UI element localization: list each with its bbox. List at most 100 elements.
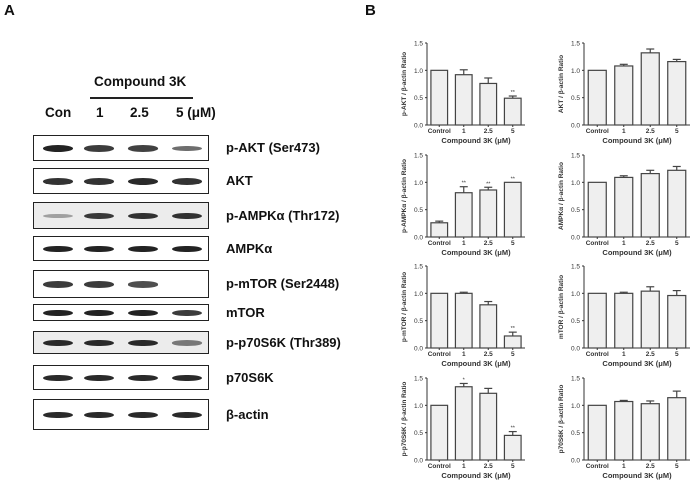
y-tick-label: 1.5 <box>571 376 580 383</box>
x-tick-label: 2.5 <box>646 240 655 247</box>
bar <box>479 189 498 238</box>
blot-p-ampk <box>33 202 209 229</box>
y-tick-label: 0.0 <box>414 346 423 353</box>
x-tick-label: Control <box>586 128 609 135</box>
y-axis-label: AKT / β-actin Ratio <box>558 55 565 113</box>
band <box>172 309 202 317</box>
y-tick-label: 0.5 <box>571 430 580 437</box>
bar <box>454 74 473 126</box>
band <box>128 281 158 288</box>
y-tick-label: 1.5 <box>414 376 423 383</box>
y-tick-label: 1.0 <box>571 180 580 187</box>
y-tick-label: 1.5 <box>414 153 423 160</box>
x-tick-label: Control <box>428 128 451 135</box>
blot-beta-actin <box>33 399 209 430</box>
band <box>84 178 114 185</box>
x-tick-label: 5 <box>511 463 515 470</box>
x-tick-label: Control <box>428 351 451 358</box>
band <box>128 178 158 185</box>
blot-p70s6k <box>33 365 209 390</box>
x-tick-label: 1 <box>622 240 626 247</box>
bar <box>614 65 634 126</box>
band <box>172 212 202 220</box>
band <box>128 374 158 382</box>
x-tick-label: 2.5 <box>484 128 493 135</box>
x-axis-label: Compound 3K (μM) <box>441 359 511 368</box>
bar <box>667 294 687 349</box>
x-tick-label: 1 <box>622 463 626 470</box>
bar <box>667 60 687 126</box>
band <box>172 411 202 419</box>
x-tick-label: 2.5 <box>484 351 493 358</box>
bar <box>640 52 660 126</box>
x-tick-label: 5 <box>675 351 679 358</box>
y-tick-label: 1.0 <box>414 68 423 75</box>
x-axis-label: Compound 3K (μM) <box>602 359 672 368</box>
blot-label-p-mtor: p-mTOR (Ser2448) <box>226 276 340 291</box>
y-tick-label: 0.0 <box>571 458 580 465</box>
x-tick-label: 5 <box>675 128 679 135</box>
y-axis-label: p70S6K / β-actin Ratio <box>558 385 565 454</box>
band <box>43 145 73 152</box>
bar <box>430 222 449 238</box>
x-tick-label: 5 <box>675 240 679 247</box>
bar-chart-ampk: 0.0 0.5 1.0 1.5 Control 1 2.5 5 Compound 3K (μM)… <box>540 148 698 260</box>
bar <box>503 181 522 238</box>
bar <box>479 392 498 461</box>
blot-label-p-ampk: p-AMPKα (Thr172) <box>226 207 340 223</box>
significance-marker: ** <box>511 176 516 182</box>
lane-label-2-5: 2.5 <box>130 105 149 120</box>
x-tick-label: 5 <box>511 128 515 135</box>
significance-marker: ** <box>511 426 516 432</box>
x-tick-label: Control <box>428 463 451 470</box>
blot-label-beta-actin: β-actin <box>226 406 269 422</box>
y-axis-label: p-p70S6K / β-actin Ratio <box>401 382 408 457</box>
y-axis-label: p-AKT / β-actin Ratio <box>401 52 408 116</box>
blot-label-p-akt: p-AKT (Ser473) <box>226 140 320 155</box>
y-axis-label: mTOR / β-actin Ratio <box>558 275 565 339</box>
band <box>43 213 73 219</box>
bar <box>503 97 522 126</box>
band <box>128 411 158 419</box>
band <box>84 281 114 288</box>
bar-chart-p-ampk: 0.0 0.5 1.0 1.5 Control ** 1 ** 2.5 ** 5 Compound 3… <box>383 148 541 260</box>
x-tick-label: Control <box>428 240 451 247</box>
band <box>128 309 158 317</box>
bar <box>430 69 449 126</box>
bar <box>454 292 473 349</box>
bar <box>587 69 607 126</box>
y-tick-label: 0.5 <box>571 318 580 325</box>
y-tick-label: 0.0 <box>414 123 423 130</box>
lane-label-5: 5 (μM) <box>176 105 216 120</box>
x-tick-label: 2.5 <box>646 351 655 358</box>
y-tick-label: 1.0 <box>414 291 423 298</box>
blot-p-p70s6k <box>33 331 209 354</box>
blot-label-p70s6k: p70S6K <box>226 369 274 385</box>
band <box>128 145 158 152</box>
blot-label-p-p70s6k: p-p70S6K (Thr389) <box>226 334 341 350</box>
x-tick-label: 5 <box>511 240 515 247</box>
bar <box>667 397 687 461</box>
y-tick-label: 0.0 <box>414 458 423 465</box>
bar <box>430 292 449 349</box>
y-tick-label: 1.5 <box>571 41 580 48</box>
x-tick-label: Control <box>586 351 609 358</box>
x-tick-label: Control <box>586 463 609 470</box>
x-axis-label: Compound 3K (μM) <box>602 471 672 480</box>
band <box>172 374 202 382</box>
treatment-bracket-line <box>90 97 193 99</box>
y-tick-label: 0.0 <box>571 123 580 130</box>
band <box>172 245 202 253</box>
bar <box>587 404 607 461</box>
blot-ampk <box>33 236 209 261</box>
significance-marker: ** <box>486 181 491 187</box>
y-tick-label: 0.5 <box>414 318 423 325</box>
y-tick-label: 1.5 <box>414 41 423 48</box>
bar-chart-akt: 0.0 0.5 1.0 1.5 Control 1 2.5 5 Compound 3K (μM)… <box>540 36 698 148</box>
y-tick-label: 1.0 <box>414 180 423 187</box>
bar <box>503 335 522 349</box>
bar <box>479 82 498 126</box>
y-tick-label: 0.0 <box>414 235 423 242</box>
x-tick-label: 1 <box>462 463 466 470</box>
band <box>84 309 114 317</box>
